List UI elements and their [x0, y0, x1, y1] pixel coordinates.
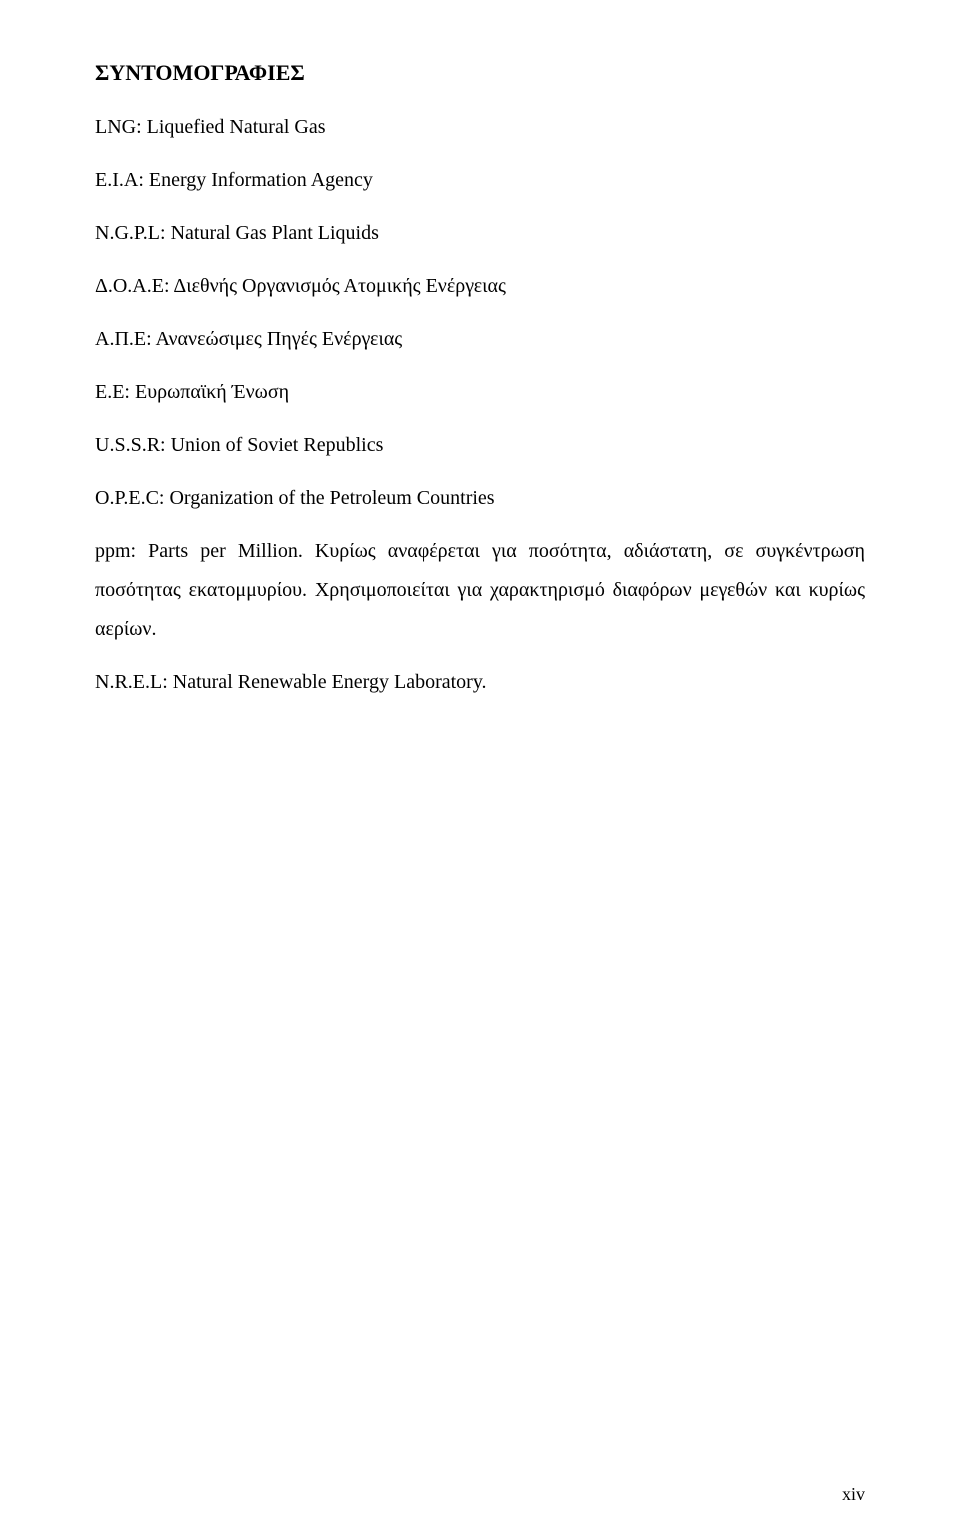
- abbreviation-entry: O.P.E.C: Organization of the Petroleum C…: [95, 479, 865, 518]
- abbreviation-entry: LNG: Liquefied Natural Gas: [95, 108, 865, 147]
- abbreviation-entry: N.G.P.L: Natural Gas Plant Liquids: [95, 214, 865, 253]
- abbreviation-entry: Α.Π.Ε: Ανανεώσιμες Πηγές Ενέργειας: [95, 320, 865, 359]
- abbreviation-entry: E.I.A: Energy Information Agency: [95, 161, 865, 200]
- abbreviation-paragraph: ppm: Parts per Million. Κυρίως αναφέρετα…: [95, 532, 865, 649]
- abbreviation-entry: Δ.Ο.Α.Ε: Διεθνής Οργανισμός Ατομικής Ενέ…: [95, 267, 865, 306]
- abbreviation-entry: Ε.Ε: Ευρωπαϊκή Ένωση: [95, 373, 865, 412]
- section-heading: ΣΥΝΤΟΜΟΓΡΑΦΙΕΣ: [95, 60, 865, 86]
- abbreviation-entry: N.R.E.L: Natural Renewable Energy Labora…: [95, 663, 865, 702]
- page-number: xiv: [842, 1484, 865, 1505]
- abbreviation-entry: U.S.S.R: Union of Soviet Republics: [95, 426, 865, 465]
